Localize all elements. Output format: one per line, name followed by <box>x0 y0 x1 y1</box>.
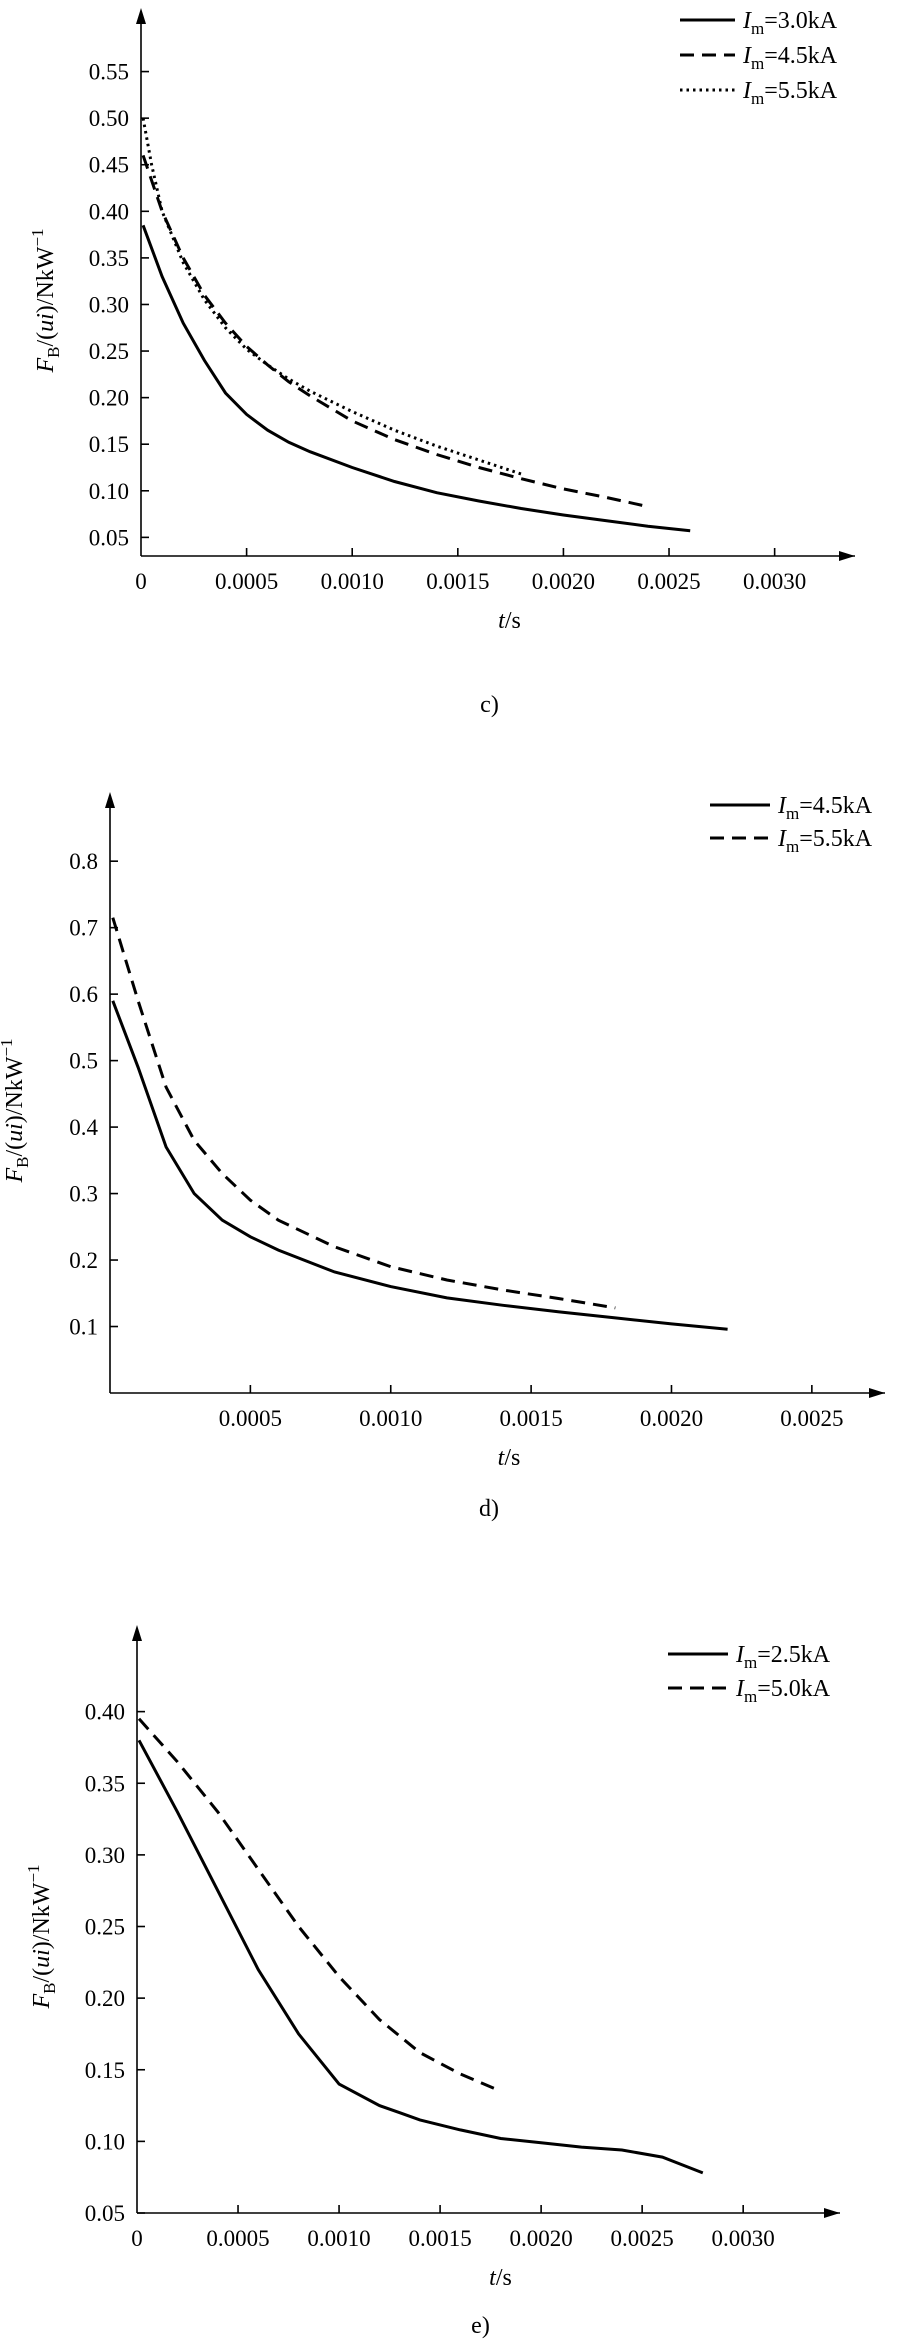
y-tick-label: 0.40 <box>85 1700 125 1725</box>
y-tick-label: 0.55 <box>89 60 129 85</box>
series-line-dashed <box>141 154 649 509</box>
legend-entry: Im=5.0kA <box>735 1676 831 1706</box>
y-axis-arrow <box>105 792 115 808</box>
x-tick-label: 0.0010 <box>321 569 384 594</box>
legend-entry: Im=5.5kA <box>777 826 873 856</box>
y-tick-label: 0.6 <box>69 982 98 1007</box>
y-tick-label: 0.3 <box>69 1182 98 1207</box>
x-axis-label: t/s <box>498 608 521 634</box>
y-tick-label: 0.15 <box>89 432 129 457</box>
x-axis-arrow <box>869 1388 885 1398</box>
legend-entry: Im=5.5kA <box>742 78 838 108</box>
x-tick-label: 0 <box>131 2226 143 2251</box>
y-tick-label: 0.30 <box>85 1843 125 1868</box>
y-tick-label: 0.10 <box>85 2129 125 2154</box>
x-tick-label: 0.0030 <box>743 569 806 594</box>
y-tick-label: 0.05 <box>89 525 129 550</box>
x-tick-label: 0.0015 <box>408 2226 471 2251</box>
y-tick-label: 0.7 <box>69 916 98 941</box>
y-tick-label: 0.25 <box>89 339 129 364</box>
y-axis-label: FB/(ui)/NkW−1 <box>0 1038 32 1183</box>
y-tick-label: 0.20 <box>85 1986 125 2011</box>
legend-entry: Im=2.5kA <box>735 1642 831 1672</box>
x-axis-arrow <box>839 551 855 561</box>
legend-entry: Im=3.0kA <box>742 8 838 38</box>
y-tick-label: 0.15 <box>85 2058 125 2083</box>
x-tick-label: 0.0015 <box>499 1406 562 1431</box>
legend-entry: Im=4.5kA <box>777 793 873 823</box>
x-tick-label: 0.0010 <box>307 2226 370 2251</box>
panel-caption: d) <box>479 1496 499 1522</box>
x-tick-label: 0.0025 <box>611 2226 674 2251</box>
x-tick-label: 0.0025 <box>780 1406 843 1431</box>
y-tick-label: 0.25 <box>85 1915 125 1940</box>
y-tick-label: 0.50 <box>89 106 129 131</box>
x-tick-label: 0.0030 <box>712 2226 775 2251</box>
y-tick-label: 0.10 <box>89 479 129 504</box>
series-line-solid <box>111 1000 728 1331</box>
x-tick-label: 0.0020 <box>532 569 595 594</box>
y-tick-label: 0.5 <box>69 1049 98 1074</box>
y-tick-label: 0.30 <box>89 292 129 317</box>
y-tick-label: 0.8 <box>69 849 98 874</box>
x-axis-label: t/s <box>489 2265 512 2291</box>
x-tick-label: 0.0005 <box>206 2226 269 2251</box>
y-axis-label: FB/(ui)/NkW−1 <box>24 1864 59 2009</box>
panel-caption: c) <box>480 692 499 718</box>
series-line-dashed <box>137 1717 502 2093</box>
y-tick-label: 0.35 <box>85 1771 125 1796</box>
x-tick-label: 0.0020 <box>509 2226 572 2251</box>
y-axis-arrow <box>132 1625 142 1641</box>
x-tick-label: 0.0015 <box>426 569 489 594</box>
x-tick-label: 0.0005 <box>219 1406 282 1431</box>
x-tick-label: 0.0025 <box>637 569 700 594</box>
x-tick-label: 0.0020 <box>640 1406 703 1431</box>
x-axis-arrow <box>824 2208 840 2218</box>
y-tick-label: 0.05 <box>85 2201 125 2226</box>
y-axis-label: FB/(ui)/NkW−1 <box>28 228 63 373</box>
series-line-solid <box>137 1739 704 2175</box>
chart-panel-c: 0 0.0005 0.0010 0.0015 0.0020 0.0025 0.0030 0.0… <box>28 8 855 718</box>
y-axis-arrow <box>136 8 146 24</box>
y-tick-label: 0.35 <box>89 246 129 271</box>
series-line-dotted <box>141 117 522 476</box>
y-tick-label: 0.20 <box>89 386 129 411</box>
chart-panel-e: 0 0.0005 0.0010 0.0015 0.0020 0.0025 0.0030 0.0… <box>24 1625 840 2339</box>
y-tick-label: 0.1 <box>69 1315 98 1340</box>
y-tick-label: 0.4 <box>69 1115 98 1140</box>
x-axis-label: t/s <box>498 1445 521 1471</box>
x-tick-label: 0 <box>135 569 147 594</box>
y-tick-label: 0.45 <box>89 153 129 178</box>
panel-caption: e) <box>471 2313 490 2339</box>
series-line-dashed <box>111 917 616 1310</box>
chart-panel-d: 0.0005 0.0010 0.0015 0.0020 0.0025 0.1 0.2 0.3 0… <box>0 792 885 1522</box>
x-tick-label: 0.0010 <box>359 1406 422 1431</box>
x-tick-label: 0.0005 <box>215 569 278 594</box>
series-line-solid <box>141 224 691 533</box>
y-tick-label: 0.40 <box>89 199 129 224</box>
y-tick-label: 0.2 <box>69 1248 98 1273</box>
legend-entry: Im=4.5kA <box>742 43 838 73</box>
